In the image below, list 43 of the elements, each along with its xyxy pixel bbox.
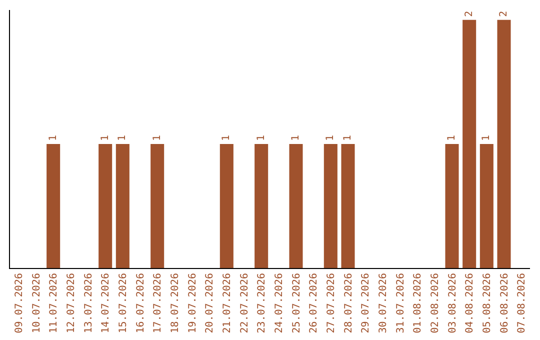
x-tick-label: 19.07.2026 [187, 273, 198, 334]
x-tick-label: 28.07.2026 [343, 273, 354, 334]
x-tick-label: 09.07.2026 [14, 273, 25, 334]
x-tick-label: 20.07.2026 [204, 273, 216, 334]
data-label: 1 [117, 134, 128, 141]
x-tick-label: 14.07.2026 [100, 273, 112, 334]
x-tick-label: 15.07.2026 [118, 273, 129, 334]
x-tick-label: 04.08.2026 [464, 273, 476, 334]
x-tick-label: 12.07.2026 [66, 273, 77, 334]
data-label: 1 [290, 134, 302, 141]
x-tick-label: 05.08.2026 [482, 273, 493, 334]
data-label: 1 [152, 134, 163, 141]
x-tick-label: 24.07.2026 [274, 273, 285, 334]
x-tick-label: 16.07.2026 [135, 273, 146, 334]
data-label: 1 [481, 134, 492, 141]
data-label: 1 [446, 134, 458, 141]
x-tick-label: 02.08.2026 [430, 273, 441, 334]
x-tick-label: 10.07.2026 [31, 273, 42, 334]
data-label: 1 [48, 134, 59, 141]
x-tick-label: 31.07.2026 [395, 273, 406, 334]
x-tick-label: 17.07.2026 [152, 273, 164, 334]
x-tick-label: 23.07.2026 [256, 273, 268, 334]
x-tick-label: 03.08.2026 [447, 273, 458, 334]
data-label: 1 [256, 134, 267, 141]
x-tick-label: 11.07.2026 [48, 273, 60, 334]
data-label: 1 [342, 134, 354, 141]
x-tick-label: 27.07.2026 [326, 273, 337, 334]
data-label: 2 [464, 10, 475, 17]
x-tick-label: 22.07.2026 [239, 273, 250, 334]
x-tick-label: 30.07.2026 [378, 273, 389, 334]
x-tick-label: 25.07.2026 [291, 273, 302, 334]
x-tick-label: 18.07.2026 [170, 273, 181, 334]
data-label: 2 [498, 10, 510, 17]
x-tick-label: 06.08.2026 [499, 273, 510, 334]
x-tick-label: 01.08.2026 [412, 273, 424, 334]
x-tick-label: 13.07.2026 [83, 273, 94, 334]
x-tick-label: 29.07.2026 [360, 273, 372, 334]
x-tick-label: 26.07.2026 [308, 273, 320, 334]
data-label: 1 [221, 134, 232, 141]
x-tick-label: 07.08.2026 [516, 273, 528, 334]
x-tick-label: 21.07.2026 [222, 273, 233, 334]
data-label: 1 [325, 134, 336, 141]
data-label: 1 [100, 134, 111, 141]
